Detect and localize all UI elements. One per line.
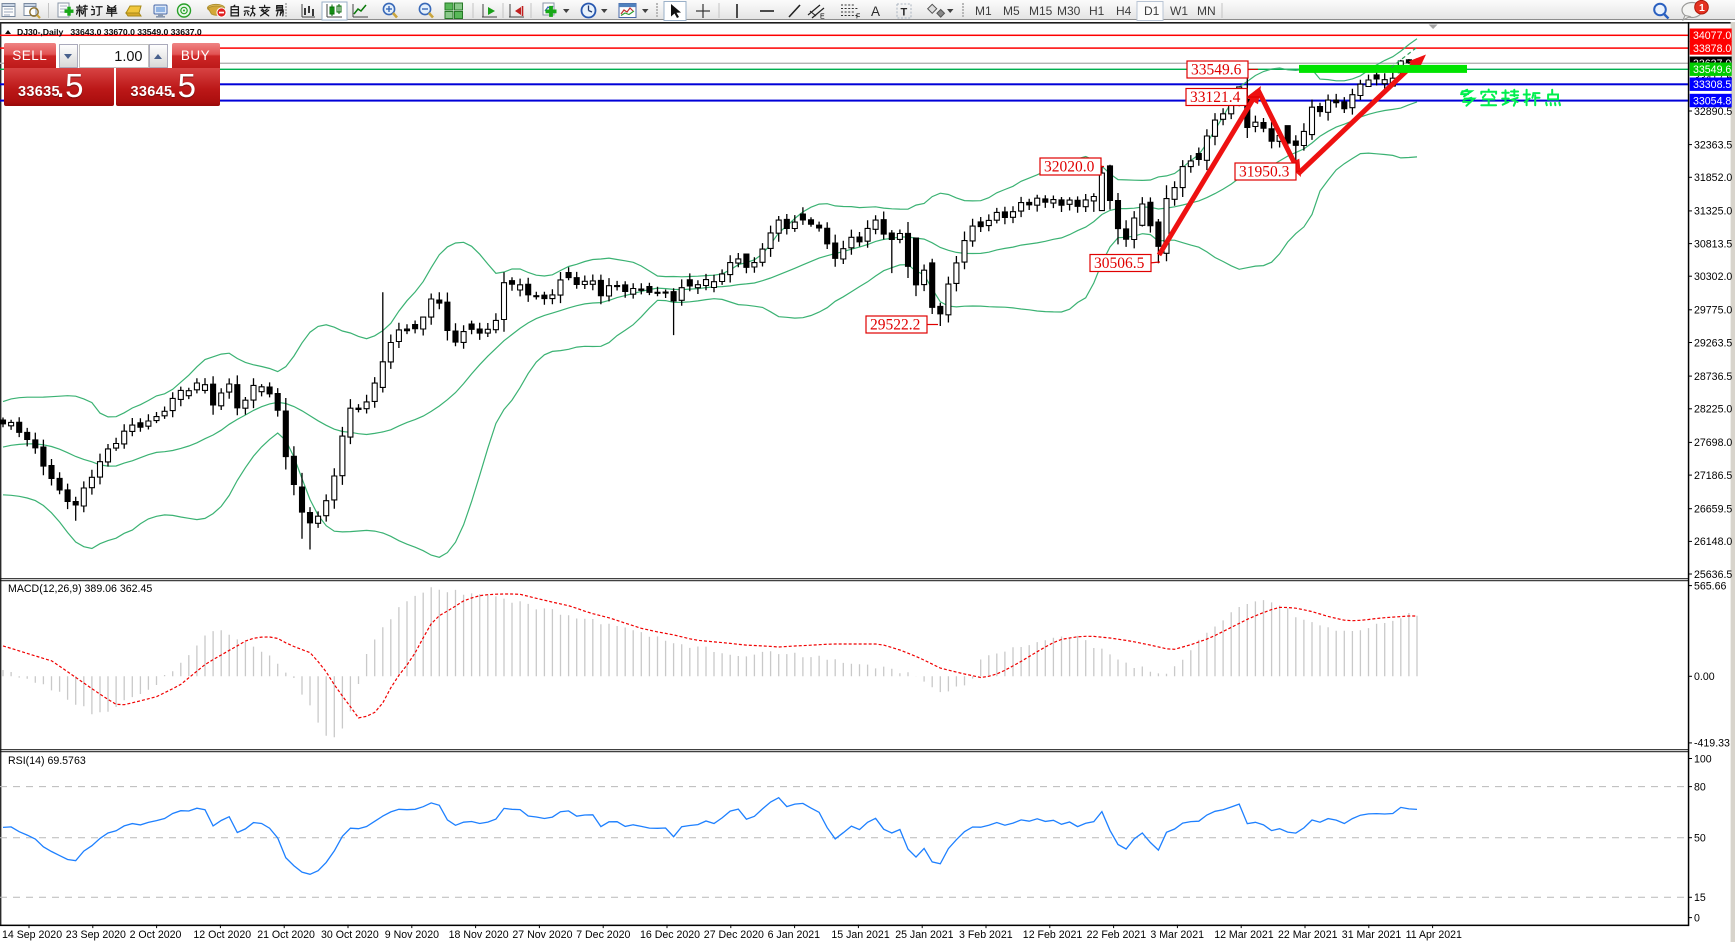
svg-text:26659.5: 26659.5 bbox=[1694, 504, 1732, 516]
svg-text:18 Nov 2020: 18 Nov 2020 bbox=[449, 929, 509, 941]
svg-text:H4: H4 bbox=[1116, 4, 1132, 18]
svg-text:25636.5: 25636.5 bbox=[1694, 569, 1732, 581]
svg-text:2 Oct 2020: 2 Oct 2020 bbox=[130, 929, 182, 941]
svg-text:MACD(12,26,9) 389.06 362.45: MACD(12,26,9) 389.06 362.45 bbox=[8, 583, 152, 595]
svg-text:T: T bbox=[901, 7, 908, 19]
svg-text:M15: M15 bbox=[1029, 4, 1053, 18]
svg-text:30506.5: 30506.5 bbox=[1094, 255, 1145, 272]
svg-text:14 Sep 2020: 14 Sep 2020 bbox=[2, 929, 62, 941]
svg-text:27698.0: 27698.0 bbox=[1694, 437, 1732, 449]
svg-text:31325.0: 31325.0 bbox=[1694, 206, 1732, 218]
svg-text:A: A bbox=[871, 4, 880, 19]
svg-text:F: F bbox=[856, 14, 860, 21]
svg-text:3 Mar 2021: 3 Mar 2021 bbox=[1150, 929, 1204, 941]
svg-text:6 Jan 2021: 6 Jan 2021 bbox=[768, 929, 821, 941]
svg-text:29775.0: 29775.0 bbox=[1694, 305, 1732, 317]
svg-text:31 Mar 2021: 31 Mar 2021 bbox=[1342, 929, 1402, 941]
svg-text:22 Feb 2021: 22 Feb 2021 bbox=[1087, 929, 1147, 941]
svg-text:23 Sep 2020: 23 Sep 2020 bbox=[66, 929, 126, 941]
svg-text:32363.5: 32363.5 bbox=[1694, 139, 1732, 151]
svg-text:26148.0: 26148.0 bbox=[1694, 536, 1732, 548]
svg-text:M1: M1 bbox=[975, 4, 992, 18]
svg-text:E: E bbox=[820, 14, 825, 21]
svg-text:28736.5: 28736.5 bbox=[1694, 371, 1732, 383]
svg-text:32020.0: 32020.0 bbox=[1044, 159, 1095, 176]
svg-text:100: 100 bbox=[1694, 753, 1712, 765]
svg-text:27 Dec 2020: 27 Dec 2020 bbox=[704, 929, 764, 941]
svg-text:33549.6: 33549.6 bbox=[1191, 62, 1242, 79]
svg-text:565.66: 565.66 bbox=[1694, 580, 1727, 592]
svg-text:32890.5: 32890.5 bbox=[1694, 106, 1732, 118]
svg-text:12 Feb 2021: 12 Feb 2021 bbox=[1023, 929, 1083, 941]
svg-text:33549.6: 33549.6 bbox=[1693, 64, 1731, 76]
svg-text:MN: MN bbox=[1197, 4, 1216, 18]
svg-text:34077.0: 34077.0 bbox=[1693, 30, 1731, 42]
svg-text:RSI(14) 69.5763: RSI(14) 69.5763 bbox=[8, 755, 86, 767]
svg-text:22 Mar 2021: 22 Mar 2021 bbox=[1278, 929, 1338, 941]
svg-text:30302.0: 30302.0 bbox=[1694, 271, 1732, 283]
svg-text:29263.5: 29263.5 bbox=[1694, 337, 1732, 349]
svg-text:15 Jan 2021: 15 Jan 2021 bbox=[831, 929, 889, 941]
svg-text:29522.2: 29522.2 bbox=[870, 317, 920, 334]
svg-text:80: 80 bbox=[1694, 781, 1706, 793]
svg-text:50: 50 bbox=[1694, 833, 1706, 845]
svg-text:0.00: 0.00 bbox=[1694, 671, 1715, 683]
svg-text:9 Nov 2020: 9 Nov 2020 bbox=[385, 929, 439, 941]
svg-text:21 Oct 2020: 21 Oct 2020 bbox=[257, 929, 315, 941]
svg-text:33308.5: 33308.5 bbox=[1693, 79, 1731, 91]
svg-text:30813.5: 30813.5 bbox=[1694, 238, 1732, 250]
svg-text:-419.33: -419.33 bbox=[1694, 738, 1730, 750]
svg-text:M30: M30 bbox=[1057, 4, 1081, 18]
svg-text:11 Apr 2021: 11 Apr 2021 bbox=[1406, 929, 1462, 941]
svg-text:33054.8: 33054.8 bbox=[1693, 96, 1731, 108]
svg-text:12 Oct 2020: 12 Oct 2020 bbox=[193, 929, 251, 941]
svg-text:31852.0: 31852.0 bbox=[1694, 172, 1732, 184]
svg-text:33878.0: 33878.0 bbox=[1693, 43, 1731, 55]
svg-text:H1: H1 bbox=[1089, 4, 1105, 18]
svg-text:15: 15 bbox=[1694, 892, 1706, 904]
svg-text:27186.5: 27186.5 bbox=[1694, 470, 1732, 482]
svg-text:33121.4: 33121.4 bbox=[1190, 89, 1241, 106]
svg-text:M5: M5 bbox=[1003, 4, 1020, 18]
svg-text:25 Jan 2021: 25 Jan 2021 bbox=[895, 929, 953, 941]
svg-text:W1: W1 bbox=[1170, 4, 1188, 18]
svg-text:D1: D1 bbox=[1144, 4, 1160, 18]
svg-text:16 Dec 2020: 16 Dec 2020 bbox=[640, 929, 700, 941]
svg-text:3 Feb 2021: 3 Feb 2021 bbox=[959, 929, 1013, 941]
svg-text:1: 1 bbox=[1699, 2, 1705, 14]
svg-text:27 Nov 2020: 27 Nov 2020 bbox=[512, 929, 572, 941]
svg-text:0: 0 bbox=[1694, 912, 1700, 924]
svg-text:28225.0: 28225.0 bbox=[1694, 404, 1732, 416]
svg-text:12 Mar 2021: 12 Mar 2021 bbox=[1214, 929, 1274, 941]
svg-text:7 Dec 2020: 7 Dec 2020 bbox=[576, 929, 630, 941]
svg-text:30 Oct 2020: 30 Oct 2020 bbox=[321, 929, 379, 941]
svg-text:31950.3: 31950.3 bbox=[1239, 164, 1290, 181]
